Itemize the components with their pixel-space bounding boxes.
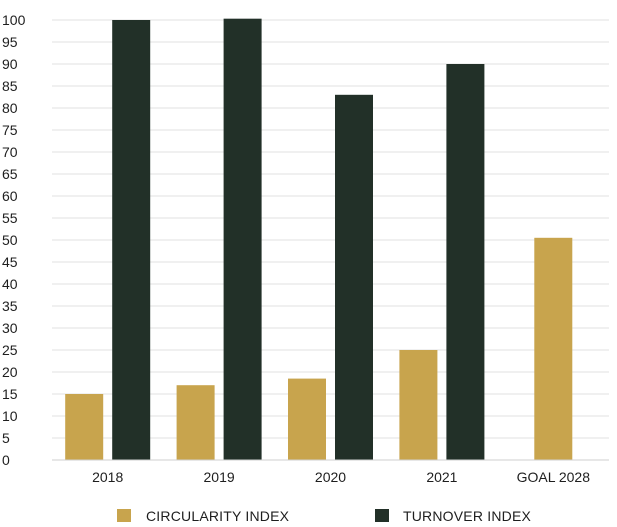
bar-circularity-goal-2028 <box>534 237 573 460</box>
y-tick-label: 35 <box>2 298 18 314</box>
bar-turnover-2018 <box>112 20 151 460</box>
y-tick-label: 40 <box>2 276 18 292</box>
y-axis-ticks: 0 5 10 15 20 25 30 35 40 45 50 55 60 65 70 75 80 85 90 95 10… <box>2 12 26 468</box>
bars <box>65 18 573 461</box>
y-tick-label: 70 <box>2 144 18 160</box>
bar-turnover-2020 <box>335 94 373 461</box>
y-tick-label: 30 <box>2 320 18 336</box>
y-tick-label: 15 <box>2 386 18 402</box>
y-tick-label: 50 <box>2 232 18 248</box>
y-tick-label: 95 <box>2 34 18 50</box>
y-tick-label: 10 <box>2 408 18 424</box>
x-tick-label: 2020 <box>315 469 346 485</box>
x-tick-label: 2018 <box>92 469 123 485</box>
y-tick-label: 55 <box>2 210 18 226</box>
bar-circularity-2020 <box>288 378 326 460</box>
y-tick-label: 75 <box>2 122 18 138</box>
y-tick-label: 20 <box>2 364 18 380</box>
bar-circularity-2021 <box>399 350 438 460</box>
legend-label-circularity: CIRCULARITY INDEX <box>146 508 290 522</box>
y-tick-label: 5 <box>2 430 10 446</box>
y-tick-label: 0 <box>2 452 10 468</box>
bar-turnover-2021 <box>446 64 485 460</box>
y-tick-label: 25 <box>2 342 18 358</box>
y-tick-label: 80 <box>2 100 18 116</box>
x-axis-ticks: 2018 2019 2020 2021 GOAL 2028 <box>92 469 590 485</box>
y-tick-label: 85 <box>2 78 18 94</box>
y-tick-label: 45 <box>2 254 18 270</box>
x-tick-label: 2021 <box>426 469 457 485</box>
legend-swatch-turnover <box>375 509 389 523</box>
y-tick-label: 60 <box>2 188 18 204</box>
y-tick-label: 100 <box>2 12 26 28</box>
bar-turnover-2019 <box>223 18 262 461</box>
legend-swatch-circularity <box>117 509 131 523</box>
legend: CIRCULARITY INDEX TURNOVER INDEX <box>117 508 531 524</box>
x-tick-label: 2019 <box>204 469 235 485</box>
x-tick-label: GOAL 2028 <box>517 469 591 485</box>
bar-circularity-2018 <box>65 394 104 460</box>
y-tick-label: 65 <box>2 166 18 182</box>
legend-label-turnover: TURNOVER INDEX <box>403 508 531 522</box>
y-tick-label: 90 <box>2 56 18 72</box>
bar-circularity-2019 <box>176 385 215 460</box>
